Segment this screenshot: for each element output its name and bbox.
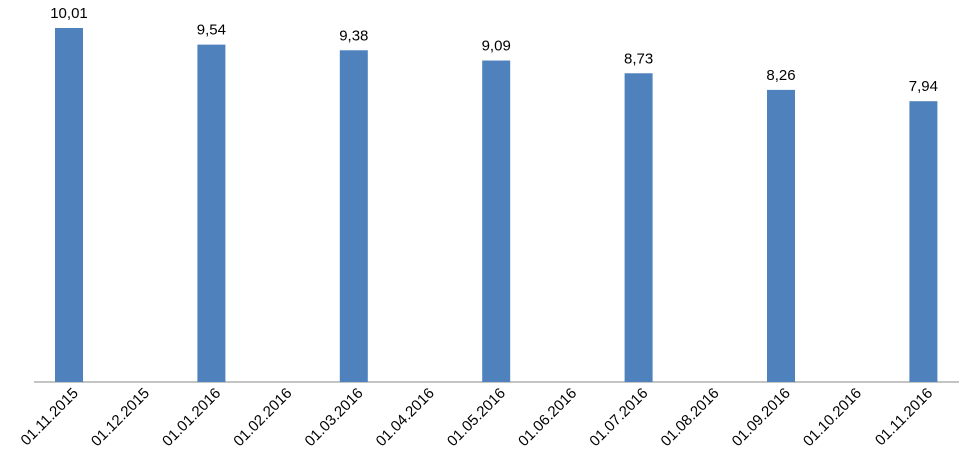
x-tick-label: 01.02.2016 <box>230 385 295 450</box>
data-label: 9,54 <box>197 22 226 39</box>
x-tick-label: 01.10.2016 <box>800 385 865 450</box>
x-tick-label: 01.06.2016 <box>515 385 580 450</box>
data-label: 8,73 <box>624 50 653 67</box>
x-tick-label: 01.11.2016 <box>872 385 936 449</box>
x-tick-label: 01.08.2016 <box>658 385 723 450</box>
data-label: 10,01 <box>50 5 88 22</box>
data-label: 7,94 <box>909 78 938 95</box>
data-label: 9,38 <box>339 27 368 44</box>
x-tick-label: 01.11.2015 <box>18 385 82 449</box>
bar <box>909 101 938 382</box>
x-tick-label: 01.04.2016 <box>373 385 438 450</box>
x-tick-label: 01.01.2016 <box>159 385 224 450</box>
data-label: 8,26 <box>766 67 795 84</box>
bar <box>767 89 795 382</box>
data-label: 9,09 <box>482 38 511 55</box>
x-tick-label: 01.03.2016 <box>302 385 367 450</box>
bar <box>624 73 653 383</box>
bar <box>339 50 368 382</box>
bar <box>55 28 83 382</box>
x-tick-label: 01.05.2016 <box>444 385 509 450</box>
bar <box>482 60 511 383</box>
x-tick-label: 01.07.2016 <box>586 385 651 450</box>
bar <box>197 44 226 383</box>
x-tick-label: 01.09.2016 <box>729 385 794 450</box>
x-tick-label: 01.12.2015 <box>88 385 153 450</box>
